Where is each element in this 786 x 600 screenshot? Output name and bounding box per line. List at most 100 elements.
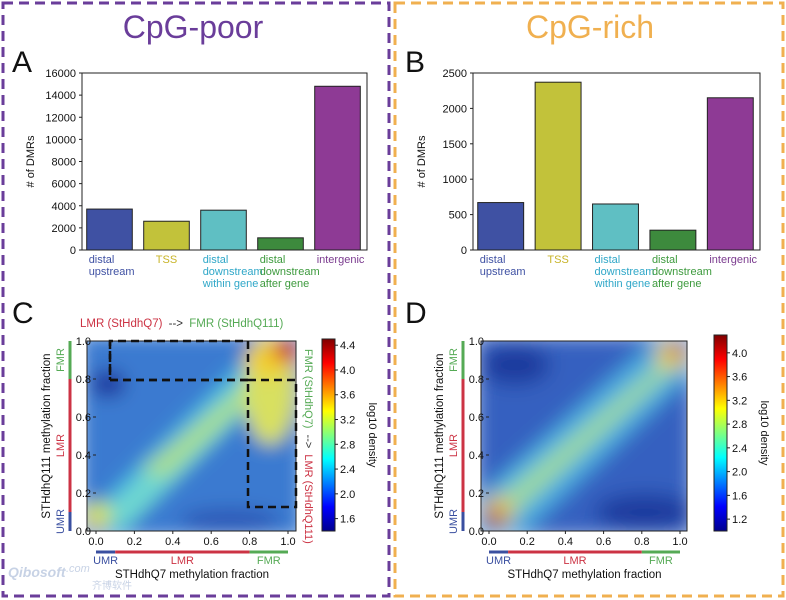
heat-c-colorbar-title: log10 density <box>366 403 378 468</box>
bar-chart-a: 0 2000 4000 6000 8000 10000 12000 14000 16000 # o… <box>25 68 368 290</box>
bar-b-category-label: distal <box>480 254 506 266</box>
heat-d-colorbar-label: 2.4 <box>732 443 747 455</box>
bar-b-bar-4 <box>649 229 697 251</box>
panel-letter-c: C <box>12 297 34 330</box>
heat-d-ytick-label: 0.4 <box>469 450 484 462</box>
fmr-to-lmr-box <box>246 378 298 509</box>
bar-b-ytick-label: 2500 <box>443 68 467 80</box>
heat-c-xtick-label: 0.2 <box>127 536 142 548</box>
heat-c-ytick-label: 0.0 <box>76 526 91 538</box>
bar-a-bar-4 <box>257 237 304 251</box>
heatmap-d-density <box>481 341 687 531</box>
bar-a-category-label: within gene <box>202 278 259 290</box>
heat-c-ytick-label: 1.0 <box>76 336 91 348</box>
heat-d-colorbar-label: 3.6 <box>732 372 747 384</box>
bar-a-category-label: intergenic <box>317 254 365 266</box>
bar-a-ytick-label: 14000 <box>45 90 76 102</box>
bar-a-ylabel: # of DMRs <box>25 135 37 187</box>
heat-d-ylabel: STHdhQ111 methylation fraction <box>434 353 446 518</box>
bar-a-category-label: downstream <box>203 266 263 278</box>
heat-c-xtick-label: 1.0 <box>280 536 295 548</box>
heat-c-lmr-xlabel: LMR <box>171 555 194 567</box>
heat-d-colorbar-title: log10 density <box>758 401 770 466</box>
heat-d-xtick-label: 0.2 <box>520 536 535 548</box>
bar-b-category-label: distal <box>652 254 678 266</box>
heat-d-colorbar-label: 2.0 <box>732 467 747 479</box>
heat-d-ytick-label: 0.0 <box>469 526 484 538</box>
bar-b-bar-3 <box>592 203 639 251</box>
heat-c-ytick-label: 0.2 <box>76 488 91 500</box>
svg-text:FMR (StHdhQ7) -->: FMR (StHdhQ7) --> LMR (StHdhQ111) <box>302 349 314 544</box>
heatmap-d: 0.0 0.2 0.4 0.6 0.8 1.0 0.0 0.2 0.4 0.6 0.8 1.0 UMR L… <box>434 334 770 581</box>
heat-d-ytick-label: 1.0 <box>469 336 484 348</box>
cpg-poor-title: CpG-poor <box>123 9 264 45</box>
annot-side-lmr: LMR (StHdhQ111) <box>302 454 314 543</box>
watermark-cn: 齐博软件 <box>92 579 132 592</box>
heat-d-xtick-label: 0.0 <box>481 536 496 548</box>
heat-c-lmr-ylabel: LMR <box>55 434 67 457</box>
bar-a-category-label: distal <box>203 254 229 266</box>
heat-d-colorbar-label: 3.2 <box>732 395 747 407</box>
bar-a-ytick-label: 12000 <box>45 112 76 124</box>
svg-text:LMR (StHdhQ7) -->: LMR (StHdhQ7) --> FMR (StHdhQ111) <box>80 318 284 330</box>
heat-d-xlabel: STHdhQ7 methylation fraction <box>507 569 661 581</box>
bar-b-bar-1 <box>477 202 525 251</box>
bar-a-bar-1 <box>86 208 133 251</box>
annot-fmr-part: FMR (StHdhQ111) <box>189 318 283 330</box>
bar-b-bar-2 <box>534 81 582 251</box>
bar-a-ytick-label: 6000 <box>52 179 76 191</box>
bar-b-category-label: intergenic <box>709 254 757 266</box>
heat-c-ytick-label: 0.8 <box>76 374 91 386</box>
bar-a-ytick-label: 4000 <box>52 201 76 213</box>
heat-c-colorbar-label: 3.2 <box>340 415 355 427</box>
bar-a-ytick-label: 0 <box>70 245 76 257</box>
panel-letter-d: D <box>405 297 427 330</box>
heat-c-umr-xlabel: UMR <box>93 555 118 567</box>
heat-d-colorbar <box>713 334 728 532</box>
bar-b-category-label: TSS <box>547 254 568 266</box>
bar-a-bar-3 <box>200 209 247 251</box>
heat-d-colorbar-label: 4.0 <box>732 348 747 360</box>
bar-b-bar-5 <box>706 97 754 251</box>
heat-c-xtick-label: 0.6 <box>204 536 219 548</box>
watermark: Qibosoft .com 齐博软件 <box>8 563 132 592</box>
heat-d-lmr-ylabel: LMR <box>448 434 460 457</box>
panel-letter-a: A <box>12 46 32 79</box>
panel-letter-b: B <box>405 46 425 79</box>
bar-b-category-label: upstream <box>480 266 526 278</box>
bar-b-ytick-label: 1000 <box>443 174 467 186</box>
heat-c-colorbar-label: 2.8 <box>340 439 355 451</box>
annot-side-fmr: FMR (StHdhQ7) <box>302 349 314 428</box>
heat-d-lmr-xlabel: LMR <box>563 555 586 567</box>
annot-side-arrow: --> <box>302 435 314 449</box>
heat-d-xtick-label: 0.6 <box>596 536 611 548</box>
bar-b-ytick-label: 1500 <box>443 139 467 151</box>
heatmap-c: 0.0 0.2 0.4 0.6 0.8 1.0 0.0 0.2 0.4 0.6 0.8 1.0 UMR L… <box>41 336 378 581</box>
heat-c-xtick-label: 0.8 <box>242 536 257 548</box>
heat-c-colorbar-label: 2.0 <box>340 489 355 501</box>
heat-c-fmr-xlabel: FMR <box>257 555 281 567</box>
heat-d-xtick-label: 1.0 <box>672 536 687 548</box>
heat-d-colorbar-label: 1.6 <box>732 490 747 502</box>
heat-c-xtick-label: 0.4 <box>165 536 180 548</box>
bar-b-category-label: after gene <box>652 278 702 290</box>
heat-d-ytick-label: 0.8 <box>469 374 484 386</box>
heat-c-xtick-label: 0.0 <box>88 536 103 548</box>
heat-c-ylabel: STHdhQ111 methylation fraction <box>41 353 53 518</box>
cpg-poor-frame <box>1 1 391 598</box>
watermark-brand: Qibosoft <box>8 564 67 580</box>
bar-b-ylabel: # of DMRs <box>416 135 428 187</box>
bar-b-category-label: downstream <box>652 266 712 278</box>
bar-a-category-label: after gene <box>260 278 310 290</box>
heat-c-colorbar <box>321 338 336 532</box>
bar-b-ytick-label: 0 <box>461 245 467 257</box>
bar-a-category-label: upstream <box>89 266 135 278</box>
bar-b-category-label: within gene <box>594 278 651 290</box>
bar-a-ytick-label: 16000 <box>45 68 76 80</box>
bar-a-ytick-label: 2000 <box>52 223 76 235</box>
cpg-rich-title: CpG-rich <box>526 9 654 45</box>
heat-d-colorbar-label: 1.2 <box>732 514 747 526</box>
watermark-dotcom: .com <box>66 563 90 575</box>
